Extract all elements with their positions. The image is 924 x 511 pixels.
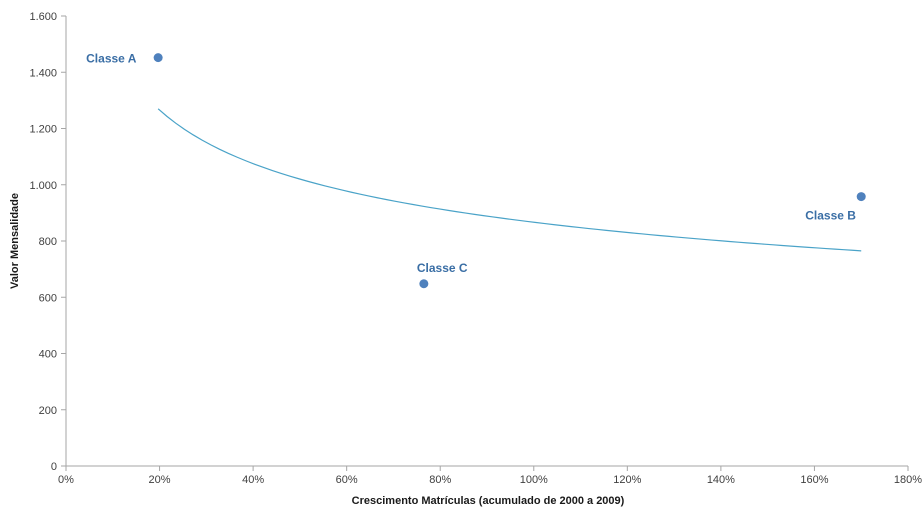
y-tick-label: 1.600: [29, 11, 57, 23]
x-tick-label: 120%: [613, 474, 641, 486]
y-axis-title: Valor Mensalidade: [9, 193, 21, 289]
data-point: [153, 53, 163, 63]
x-tick-label: 60%: [336, 474, 358, 486]
y-tick-label: 1.200: [29, 124, 57, 136]
y-tick-label: 600: [39, 292, 57, 304]
y-tick-label: 200: [39, 405, 57, 417]
x-tick-label: 140%: [707, 474, 735, 486]
data-point: [419, 279, 429, 289]
data-points: Classe A Classe C Classe B: [86, 52, 866, 289]
trendline-group: [157, 108, 862, 252]
data-point: [856, 192, 866, 202]
x-tick-label: 180%: [894, 474, 922, 486]
x-tick-label: 100%: [520, 474, 548, 486]
x-tick-label: 40%: [242, 474, 264, 486]
x-tick-label: 0%: [58, 474, 74, 486]
y-tick-label: 1.000: [29, 180, 57, 192]
data-point-label: Classe B: [805, 209, 856, 223]
x-tick-label: 80%: [429, 474, 451, 486]
y-tick-label: 1.400: [29, 67, 57, 79]
x-axis-title: Crescimento Matrículas (acumulado de 200…: [352, 495, 625, 507]
y-tick-label: 0: [51, 461, 57, 473]
x-tick-label: 20%: [149, 474, 171, 486]
y-axis-ticks: 0 200 400 600 800 1.000 1.200 1.400 1.600: [29, 11, 66, 473]
data-point-label: Classe A: [86, 52, 137, 66]
y-tick-label: 800: [39, 236, 57, 248]
y-tick-label: 400: [39, 349, 57, 361]
data-point-label: Classe C: [417, 261, 468, 275]
trendline: [157, 108, 862, 252]
x-axis-ticks: 0% 20% 40% 60% 80% 100% 120% 140% 160% 180%: [58, 466, 922, 486]
x-tick-label: 160%: [800, 474, 828, 486]
